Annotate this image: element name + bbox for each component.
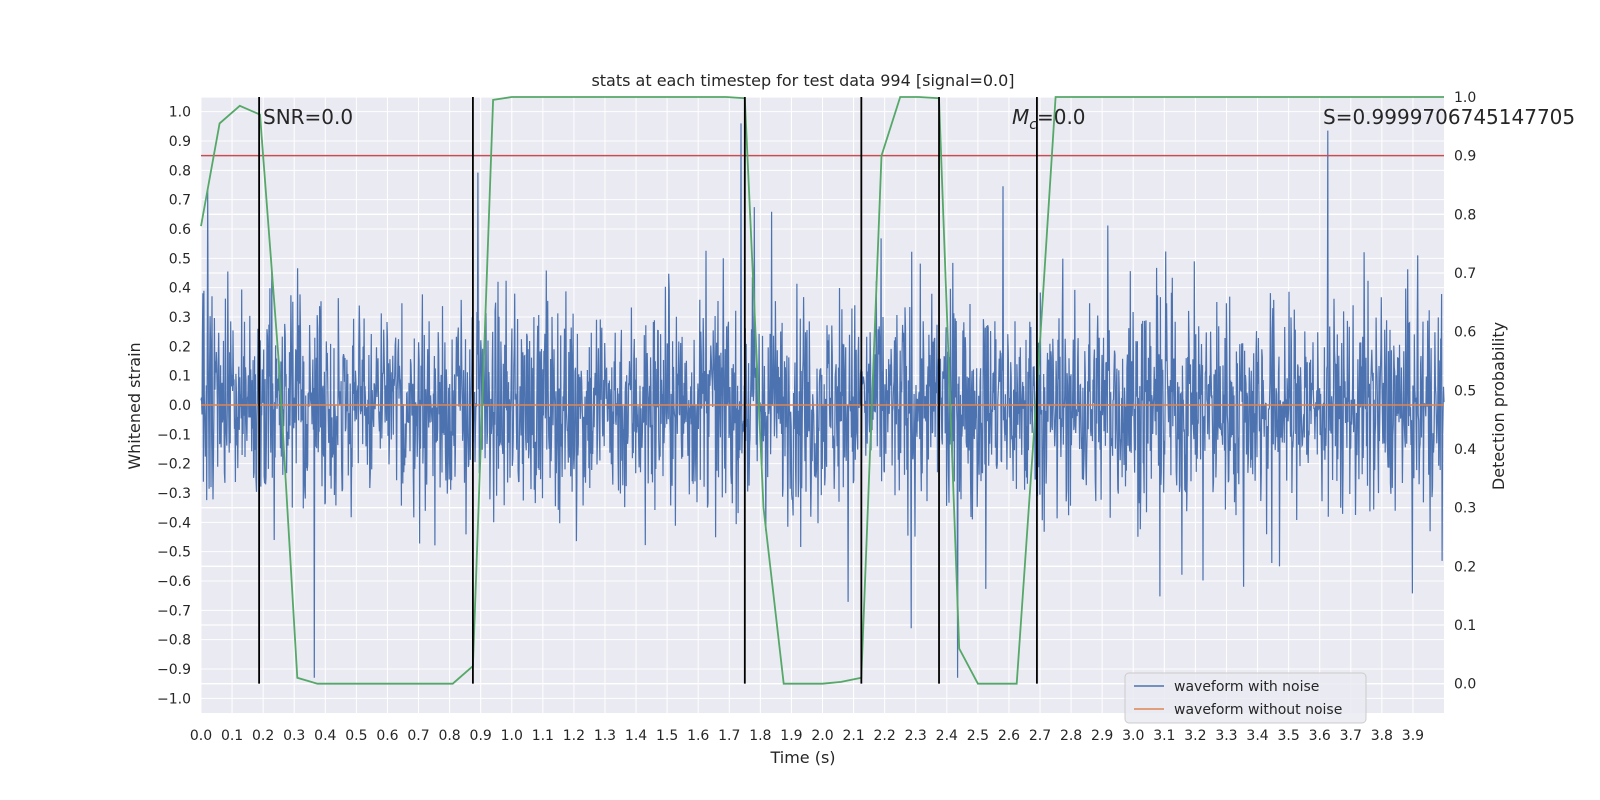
s-annotation: S=0.9999706745147705 <box>1323 105 1575 129</box>
x-tick-label-0: 0.0 <box>190 728 212 744</box>
x-tick-label-26: 2.6 <box>998 728 1020 744</box>
y2-tick-label-0: 1.0 <box>1454 90 1476 106</box>
x-tick-label-11: 1.1 <box>532 728 554 744</box>
y2-axis-ticks: 1.0 0.9 0.8 0.7 0.6 0.5 0.4 0.3 0.2 0.1 0.0 <box>1454 90 1476 693</box>
series-waveform-with-noise <box>200 123 1445 678</box>
legend-label-noise: waveform with noise <box>1174 679 1319 695</box>
x-tick-label-5: 0.5 <box>345 728 367 744</box>
x-tick-label-38: 3.8 <box>1371 728 1393 744</box>
y-tick-label-14: −0.4 <box>157 515 191 531</box>
x-tick-label-15: 1.5 <box>656 728 678 744</box>
legend-box <box>1124 672 1367 724</box>
y2-tick-label-3: 0.7 <box>1454 266 1476 282</box>
y2-tick-label-4: 0.6 <box>1454 325 1476 341</box>
y-tick-label-19: −0.9 <box>157 662 191 678</box>
y-tick-label-16: −0.6 <box>157 574 191 590</box>
y-tick-label-12: −0.2 <box>157 457 191 473</box>
x-tick-label-21: 2.1 <box>842 728 864 744</box>
x-tick-label-24: 2.4 <box>936 728 958 744</box>
x-tick-label-14: 1.4 <box>625 728 647 744</box>
x-tick-label-39: 3.9 <box>1402 728 1424 744</box>
y2-tick-label-1: 0.9 <box>1454 149 1476 165</box>
x-tick-label-36: 3.6 <box>1309 728 1331 744</box>
x-tick-label-31: 3.1 <box>1153 728 1175 744</box>
x-tick-label-16: 1.6 <box>687 728 709 744</box>
mc-value: =0.0 <box>1037 105 1086 129</box>
x-tick-label-10: 1.0 <box>501 728 523 744</box>
chart-title: stats at each timestep for test data 994… <box>591 71 1014 90</box>
y-tick-label-5: 0.5 <box>169 251 191 267</box>
y-tick-label-4: 0.6 <box>169 222 191 238</box>
mc-subscript: c <box>1029 117 1037 133</box>
x-tick-label-32: 3.2 <box>1184 728 1206 744</box>
x-tick-label-3: 0.3 <box>283 728 305 744</box>
x-tick-label-27: 2.7 <box>1029 728 1051 744</box>
mc-symbol: M <box>1012 105 1029 129</box>
y2-tick-label-7: 0.3 <box>1454 501 1476 517</box>
y-tick-label-7: 0.3 <box>169 310 191 326</box>
y-tick-label-11: −0.1 <box>157 427 191 443</box>
x-tick-label-7: 0.7 <box>407 728 429 744</box>
y-tick-label-3: 0.7 <box>169 193 191 209</box>
y-tick-label-0: 1.0 <box>169 105 191 121</box>
x-tick-label-2: 0.2 <box>252 728 274 744</box>
x-tick-label-18: 1.8 <box>749 728 771 744</box>
y2-axis-label: Detection probability <box>1489 322 1508 490</box>
y-tick-label-1: 0.9 <box>169 134 191 150</box>
x-tick-label-19: 1.9 <box>780 728 802 744</box>
x-tick-label-30: 3.0 <box>1122 728 1144 744</box>
y2-tick-label-5: 0.5 <box>1454 383 1476 399</box>
y-tick-label-20: −1.0 <box>157 691 191 707</box>
y-tick-label-6: 0.4 <box>169 281 191 297</box>
x-tick-label-20: 2.0 <box>811 728 833 744</box>
x-tick-label-37: 3.7 <box>1340 728 1362 744</box>
x-axis-label: Time (s) <box>769 748 835 767</box>
x-tick-label-4: 0.4 <box>314 728 336 744</box>
x-tick-label-8: 0.8 <box>438 728 460 744</box>
y2-tick-label-8: 0.2 <box>1454 559 1476 575</box>
x-tick-label-29: 2.9 <box>1091 728 1113 744</box>
y-tick-label-15: −0.5 <box>157 545 191 561</box>
y2-tick-label-2: 0.8 <box>1454 207 1476 223</box>
y2-tick-label-6: 0.4 <box>1454 442 1476 458</box>
x-tick-label-23: 2.3 <box>905 728 927 744</box>
y2-tick-label-9: 0.1 <box>1454 618 1476 634</box>
y2-tick-label-10: 0.0 <box>1454 677 1476 693</box>
series-detection-probability <box>200 96 1444 685</box>
x-tick-label-9: 0.9 <box>470 728 492 744</box>
x-tick-label-13: 1.3 <box>594 728 616 744</box>
x-tick-label-33: 3.3 <box>1215 728 1237 744</box>
marker-vlines <box>258 97 1038 684</box>
legend-label-clean: waveform without noise <box>1174 702 1342 718</box>
x-tick-label-17: 1.7 <box>718 728 740 744</box>
mc-annotation: Mc=0.0 <box>1012 105 1086 133</box>
y-axis-label: Whitened strain <box>125 342 144 469</box>
x-tick-label-28: 2.8 <box>1060 728 1082 744</box>
y-axis-ticks: 1.0 0.9 0.8 0.7 0.6 0.5 0.4 0.3 0.2 0.1 0.0 −0.1 −0.… <box>157 105 191 708</box>
x-tick-label-22: 2.2 <box>874 728 896 744</box>
x-tick-label-34: 3.4 <box>1246 728 1268 744</box>
y-tick-label-8: 0.2 <box>169 339 191 355</box>
legend: waveform with noise waveform without noi… <box>1124 672 1367 724</box>
y-tick-label-17: −0.7 <box>157 603 191 619</box>
y-tick-label-9: 0.1 <box>169 369 191 385</box>
y-tick-label-2: 0.8 <box>169 163 191 179</box>
x-tick-label-1: 0.1 <box>221 728 243 744</box>
y-tick-label-13: −0.3 <box>157 486 191 502</box>
x-tick-label-12: 1.2 <box>563 728 585 744</box>
x-axis-ticks: 0.0 0.1 0.2 0.3 0.4 0.5 0.6 0.7 0.8 0.9 1.0 1.1 1.2 1… <box>190 728 1424 744</box>
y-tick-label-18: −0.8 <box>157 633 191 649</box>
x-tick-label-35: 3.5 <box>1277 728 1299 744</box>
snr-annotation: SNR=0.0 <box>263 105 353 129</box>
noise-trace <box>200 123 1445 678</box>
x-tick-label-6: 0.6 <box>376 728 398 744</box>
x-tick-label-25: 2.5 <box>967 728 989 744</box>
y-tick-label-10: 0.0 <box>169 398 191 414</box>
